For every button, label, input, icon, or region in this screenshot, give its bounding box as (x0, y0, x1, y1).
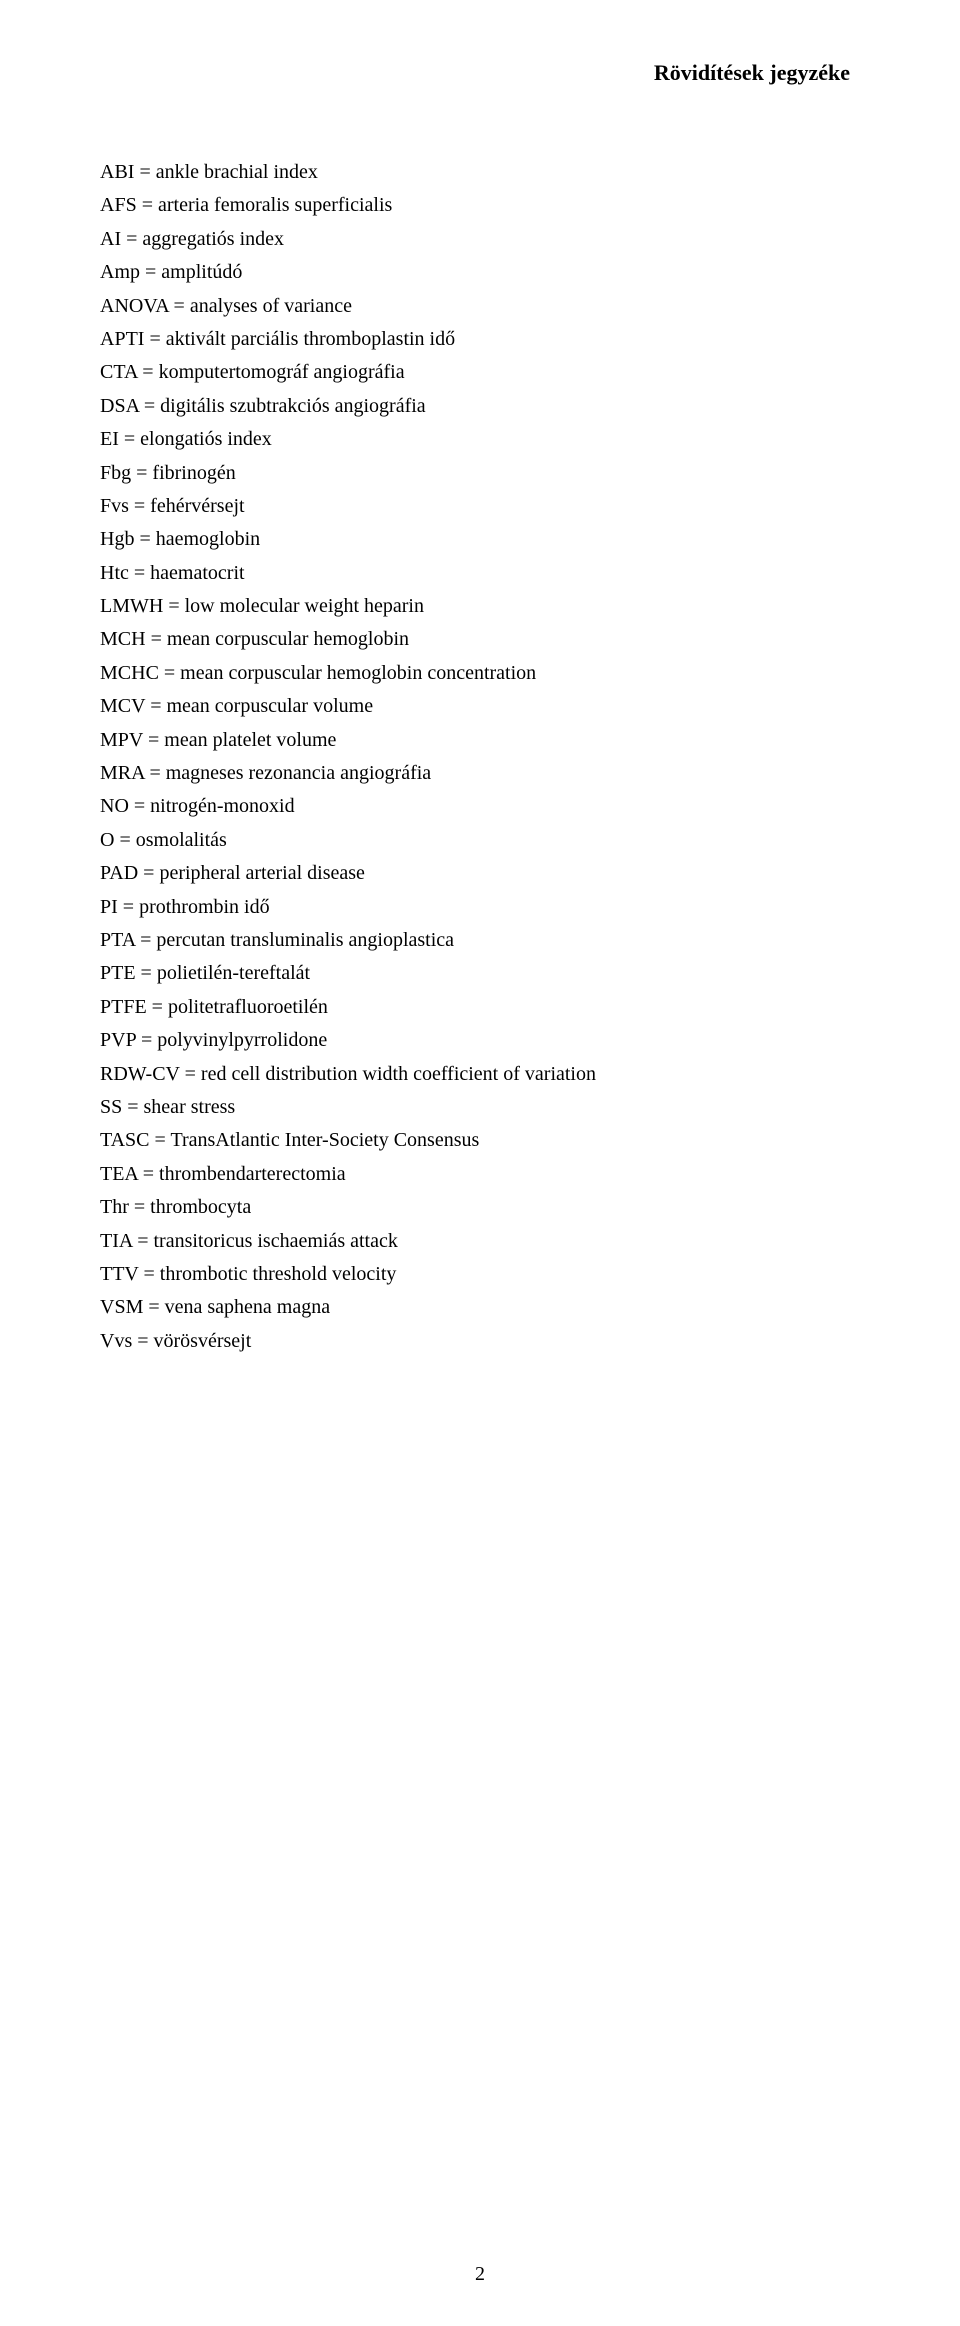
abbrev-item: TEA = thrombendarterectomia (100, 1158, 860, 1191)
abbrev-item: ANOVA = analyses of variance (100, 290, 860, 323)
abbrev-item: LMWH = low molecular weight heparin (100, 590, 860, 623)
abbrev-item: MCH = mean corpuscular hemoglobin (100, 623, 860, 656)
abbrev-item: ABI = ankle brachial index (100, 156, 860, 189)
abbrev-item: APTI = aktivált parciális thromboplastin… (100, 323, 860, 356)
abbrev-item: MCV = mean corpuscular volume (100, 690, 860, 723)
abbrev-item: MPV = mean platelet volume (100, 724, 860, 757)
abbrev-item: RDW-CV = red cell distribution width coe… (100, 1058, 860, 1091)
abbrev-item: Amp = amplitúdó (100, 256, 860, 289)
page-number: 2 (475, 2263, 485, 2286)
abbrev-item: PAD = peripheral arterial disease (100, 857, 860, 890)
abbrev-item: TASC = TransAtlantic Inter-Society Conse… (100, 1124, 860, 1157)
abbrev-item: MRA = magneses rezonancia angiográfia (100, 757, 860, 790)
abbrev-item: VSM = vena saphena magna (100, 1291, 860, 1324)
abbrev-item: PI = prothrombin idő (100, 891, 860, 924)
abbrev-item: PVP = polyvinylpyrrolidone (100, 1024, 860, 1057)
abbrev-item: PTE = polietilén-tereftalát (100, 957, 860, 990)
abbrev-item: O = osmolalitás (100, 824, 860, 857)
abbrev-item: PTFE = politetrafluoroetilén (100, 991, 860, 1024)
abbrev-item: NO = nitrogén-monoxid (100, 790, 860, 823)
abbrev-item: SS = shear stress (100, 1091, 860, 1124)
abbrev-item: Htc = haematocrit (100, 557, 860, 590)
page-title: Rövidítések jegyzéke (100, 60, 860, 86)
abbrev-item: PTA = percutan transluminalis angioplast… (100, 924, 860, 957)
abbrev-item: AI = aggregatiós index (100, 223, 860, 256)
abbrev-item: MCHC = mean corpuscular hemoglobin conce… (100, 657, 860, 690)
abbrev-item: Thr = thrombocyta (100, 1191, 860, 1224)
abbrev-item: Vvs = vörösvérsejt (100, 1325, 860, 1358)
abbrev-item: TIA = transitoricus ischaemiás attack (100, 1225, 860, 1258)
abbrev-item: Hgb = haemoglobin (100, 523, 860, 556)
abbrev-item: CTA = komputertomográf angiográfia (100, 356, 860, 389)
abbreviation-list: ABI = ankle brachial indexAFS = arteria … (100, 156, 860, 1358)
abbrev-item: Fbg = fibrinogén (100, 457, 860, 490)
abbrev-item: EI = elongatiós index (100, 423, 860, 456)
abbrev-item: Fvs = fehérvérsejt (100, 490, 860, 523)
abbrev-item: TTV = thrombotic threshold velocity (100, 1258, 860, 1291)
abbrev-item: AFS = arteria femoralis superficialis (100, 189, 860, 222)
abbrev-item: DSA = digitális szubtrakciós angiográfia (100, 390, 860, 423)
